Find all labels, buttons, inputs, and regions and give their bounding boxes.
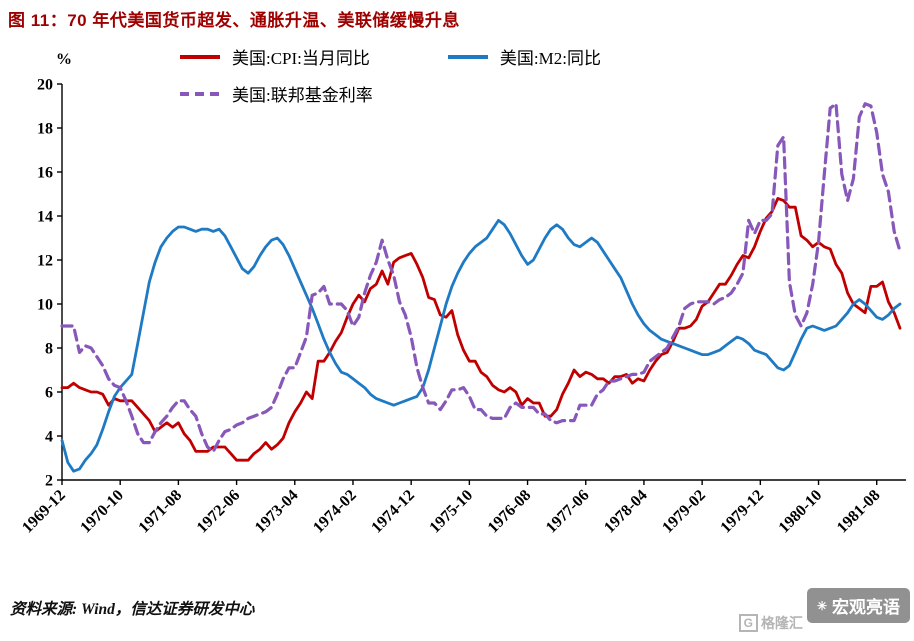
gelonghui-logo: G 格隆汇	[738, 613, 803, 633]
legend-label-m2: 美国:M2:同比	[499, 49, 601, 68]
svg-text:2: 2	[45, 473, 53, 490]
svg-text:6: 6	[45, 385, 53, 402]
svg-text:16: 16	[37, 165, 53, 182]
svg-text:1971-08: 1971-08	[135, 487, 185, 537]
svg-text:18: 18	[37, 121, 53, 138]
svg-text:8: 8	[45, 341, 53, 358]
svg-text:1975-10: 1975-10	[426, 487, 476, 537]
svg-text:1981-08: 1981-08	[834, 487, 884, 537]
svg-text:1979-12: 1979-12	[717, 487, 767, 537]
cpi-line-swatch	[180, 54, 220, 59]
svg-text:10: 10	[37, 297, 53, 314]
gelonghui-logo-text: 格隆汇	[760, 615, 803, 631]
snowflake-icon: ✳	[816, 598, 827, 613]
legend-item-m2: 美国:M2:同比	[447, 44, 601, 69]
brand-badge: ✳ 宏观亮语	[806, 588, 910, 623]
watermark: G 格隆汇 ✳ 宏观亮语	[738, 588, 910, 633]
svg-text:12: 12	[37, 253, 53, 270]
brand-badge-text: 宏观亮语	[832, 598, 900, 617]
svg-text:%: %	[56, 51, 72, 68]
legend-label-fedfunds: 美国:联邦基金利率	[232, 86, 373, 105]
chart-title: 图 11：70 年代美国货币超发、通胀升温、美联储缓慢升息	[8, 11, 460, 30]
legend-row-1: 美国:CPI:当月同比 美国:M2:同比	[180, 44, 601, 69]
svg-text:4: 4	[45, 429, 53, 446]
svg-text:1969-12: 1969-12	[19, 487, 69, 537]
svg-text:1972-06: 1972-06	[194, 487, 244, 537]
svg-text:1976-08: 1976-08	[485, 487, 535, 537]
source-note: 资料来源: Wind，信达证券研发中心	[10, 601, 255, 618]
svg-text:1974-02: 1974-02	[310, 487, 360, 537]
svg-text:1977-06: 1977-06	[543, 487, 593, 537]
legend-item-cpi: 美国:CPI:当月同比	[180, 44, 370, 69]
svg-text:1970-10: 1970-10	[77, 487, 127, 537]
svg-text:20: 20	[37, 77, 53, 94]
m2-line-swatch	[447, 54, 488, 59]
chart-legend: 美国:CPI:当月同比 美国:M2:同比 美国:联邦基金利率	[180, 44, 601, 106]
svg-text:14: 14	[37, 209, 53, 226]
svg-text:1978-04: 1978-04	[601, 487, 651, 537]
svg-text:1973-04: 1973-04	[252, 487, 302, 537]
legend-label-cpi: 美国:CPI:当月同比	[232, 49, 370, 68]
legend-item-fedfunds: 美国:联邦基金利率	[180, 81, 373, 106]
fedfunds-line-swatch	[180, 91, 220, 96]
svg-text:1974-12: 1974-12	[368, 487, 418, 537]
gelonghui-logo-mark: G	[738, 614, 758, 632]
legend-row-2: 美国:联邦基金利率	[180, 81, 601, 106]
svg-text:1979-02: 1979-02	[659, 487, 709, 537]
svg-text:1980-10: 1980-10	[776, 487, 826, 537]
